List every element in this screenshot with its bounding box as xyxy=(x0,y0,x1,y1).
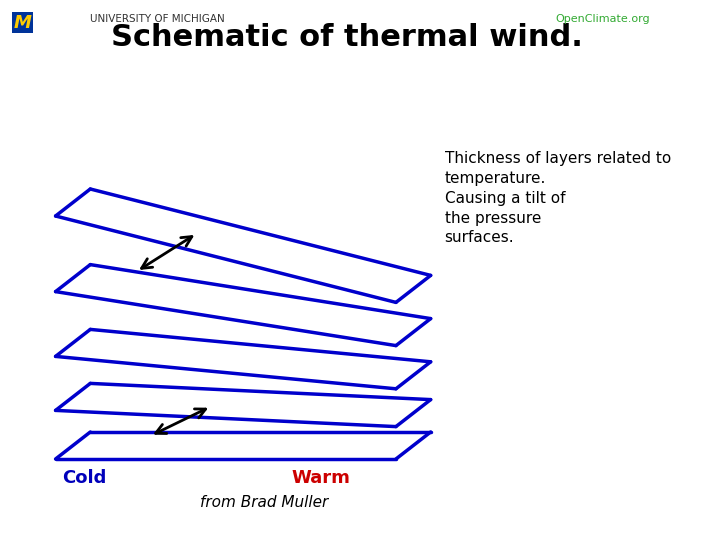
Text: M: M xyxy=(14,14,32,31)
Text: OpenClimate.org: OpenClimate.org xyxy=(556,14,650,24)
Text: Warm: Warm xyxy=(292,469,351,487)
Text: Schematic of thermal wind.: Schematic of thermal wind. xyxy=(112,23,583,52)
Text: Cold: Cold xyxy=(63,469,107,487)
Text: UNIVERSITY OF MICHIGAN: UNIVERSITY OF MICHIGAN xyxy=(90,14,225,24)
Text: Thickness of layers related to
temperature.
Causing a tilt of
the pressure
surfa: Thickness of layers related to temperatu… xyxy=(444,151,671,245)
Text: from Brad Muller: from Brad Muller xyxy=(200,495,328,510)
